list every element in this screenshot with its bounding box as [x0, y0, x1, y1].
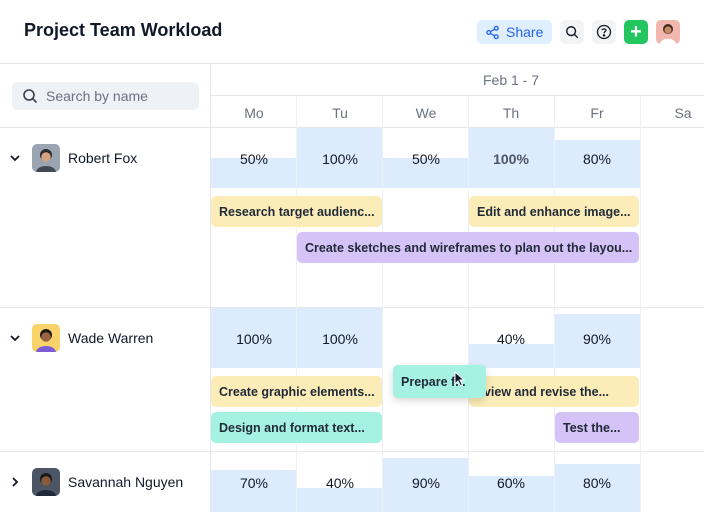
share-icon: [486, 25, 499, 39]
search-icon: [23, 89, 38, 104]
workload-fill: [383, 458, 468, 512]
row-divider: [0, 307, 704, 308]
user-avatar[interactable]: [656, 20, 680, 44]
day-label-th: Th: [502, 105, 520, 121]
day-label-fr: Fr: [590, 105, 604, 121]
person-row-robert-fox[interactable]: Robert Fox: [0, 143, 210, 173]
task-bar[interactable]: Design and format text...: [211, 412, 382, 443]
task-bar[interactable]: eview and revise the...: [469, 376, 639, 407]
column-separator: [640, 96, 641, 512]
mouse-cursor-icon: [454, 371, 466, 387]
workload-fill: [211, 470, 296, 512]
workload-fill: [297, 488, 382, 512]
column-separator: [468, 96, 469, 512]
workload-value: 60%: [496, 475, 526, 491]
chevron-right-icon[interactable]: [8, 475, 22, 489]
workload-value: 100%: [236, 331, 272, 347]
chevron-down-icon[interactable]: [8, 331, 22, 345]
workload-value: 50%: [239, 151, 269, 167]
week-range-label: Feb 1 - 7: [482, 72, 540, 88]
workload-value: 90%: [411, 475, 441, 491]
workload-fill: [469, 476, 554, 512]
workload-value: 100%: [322, 151, 358, 167]
workload-value: 70%: [239, 475, 269, 491]
avatar: [32, 468, 60, 496]
add-button[interactable]: +: [624, 20, 648, 44]
page-title: Project Team Workload: [24, 20, 223, 40]
share-label: Share: [506, 24, 544, 40]
column-separator: [382, 96, 383, 512]
day-label-mo: Mo: [244, 105, 264, 121]
workload-value: 40%: [496, 331, 526, 347]
workload-value: 90%: [582, 331, 612, 347]
search-input[interactable]: [46, 88, 196, 104]
day-label-sa: Sa: [674, 105, 692, 121]
user-avatar-image: [656, 20, 680, 44]
workload-value: 50%: [411, 151, 441, 167]
workload-fill: [297, 308, 382, 368]
row-divider: [0, 451, 704, 452]
column-separator: [296, 96, 297, 512]
person-name: Wade Warren: [68, 330, 154, 346]
header-search-button[interactable]: [560, 20, 584, 44]
day-label-tu: Tu: [332, 105, 348, 121]
help-icon: [596, 24, 612, 40]
avatar: [32, 144, 60, 172]
day-label-we: We: [415, 105, 437, 121]
person-name: Savannah Nguyen: [68, 474, 184, 490]
workload-fill: [211, 308, 296, 368]
panel-divider: [210, 64, 211, 512]
plus-icon: +: [630, 20, 642, 43]
task-bar[interactable]: Create graphic elements...: [211, 376, 382, 407]
chevron-down-icon[interactable]: [8, 151, 22, 165]
avatar: [32, 324, 60, 352]
person-name: Robert Fox: [68, 150, 138, 166]
search-field[interactable]: [12, 82, 199, 110]
app-header: Project Team Workload Share +: [0, 0, 704, 64]
person-row-savannah-nguyen[interactable]: Savannah Nguyen: [0, 467, 210, 497]
workload-value: 100%: [493, 151, 529, 167]
task-bar[interactable]: Test the...: [555, 412, 639, 443]
workload-value: 100%: [322, 331, 358, 347]
workload-fill: [383, 158, 468, 188]
help-button[interactable]: [592, 20, 616, 44]
workload-fill: [555, 140, 640, 188]
person-row-wade-warren[interactable]: Wade Warren: [0, 323, 210, 353]
workload-fill: [555, 464, 640, 512]
calendar-header-divider: [211, 95, 704, 96]
search-icon: [566, 26, 579, 39]
task-bar[interactable]: Research target audienc...: [211, 196, 382, 227]
workload-fill: [297, 128, 382, 188]
workload-value: 80%: [582, 475, 612, 491]
workload-fill: [555, 314, 640, 368]
workload-fill: [469, 128, 554, 188]
workload-value: 80%: [582, 151, 612, 167]
workload-fill: [211, 158, 296, 188]
workload-fill: [469, 344, 554, 368]
column-separator: [554, 96, 555, 512]
share-button[interactable]: Share: [477, 20, 552, 44]
dragging-task-bar[interactable]: Prepare f...: [393, 365, 486, 398]
task-bar[interactable]: Create sketches and wireframes to plan o…: [297, 232, 639, 263]
task-bar[interactable]: Edit and enhance image...: [469, 196, 639, 227]
row-divider: [0, 127, 704, 128]
workload-value: 40%: [325, 475, 355, 491]
